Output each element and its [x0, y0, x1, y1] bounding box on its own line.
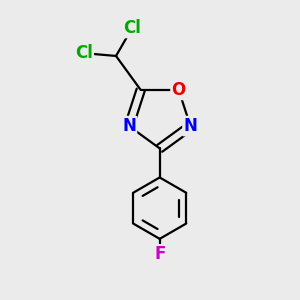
Text: O: O	[172, 81, 186, 99]
Text: F: F	[154, 245, 165, 263]
Text: Cl: Cl	[123, 19, 141, 37]
Text: N: N	[184, 117, 197, 135]
Text: N: N	[122, 117, 136, 135]
Text: Cl: Cl	[75, 44, 93, 62]
